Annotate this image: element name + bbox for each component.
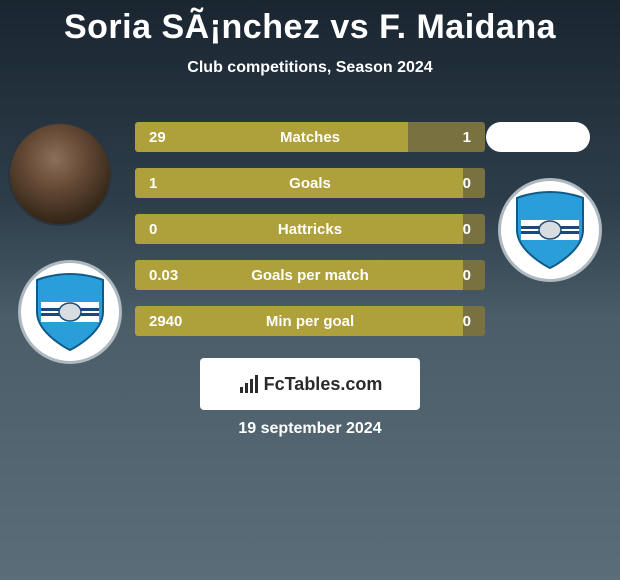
stat-left-value: 1 [135, 168, 463, 198]
stat-row: 291Matches [135, 122, 485, 152]
stat-row: 29400Min per goal [135, 306, 485, 336]
brand-badge[interactable]: FcTables.com [200, 358, 420, 410]
stat-right-value: 0 [463, 214, 485, 244]
club-badge-left [18, 260, 122, 364]
player-right-avatar [486, 122, 590, 152]
stat-left-value: 0.03 [135, 260, 463, 290]
brand-label: FcTables.com [264, 374, 383, 395]
stat-right-value: 0 [463, 260, 485, 290]
shield-icon [31, 272, 109, 352]
stat-row: 10Goals [135, 168, 485, 198]
stat-row: 0.030Goals per match [135, 260, 485, 290]
page-subtitle: Club competitions, Season 2024 [0, 59, 620, 77]
stat-left-value: 0 [135, 214, 463, 244]
stat-row: 00Hattricks [135, 214, 485, 244]
stat-left-value: 2940 [135, 306, 463, 336]
stat-left-value: 29 [135, 122, 408, 152]
stat-right-value: 0 [463, 168, 485, 198]
club-badge-right [498, 178, 602, 282]
stats-container: 291Matches 10Goals 00Hattricks 0.030Goals p… [135, 122, 485, 352]
chart-icon [238, 373, 260, 395]
stat-right-value: 1 [408, 122, 485, 152]
stat-right-value: 0 [463, 306, 485, 336]
player-left-avatar [8, 122, 112, 226]
date-label: 19 september 2024 [0, 420, 620, 438]
shield-icon [511, 190, 589, 270]
page-title: Soria SÃ¡nchez vs F. Maidana [0, 0, 620, 47]
